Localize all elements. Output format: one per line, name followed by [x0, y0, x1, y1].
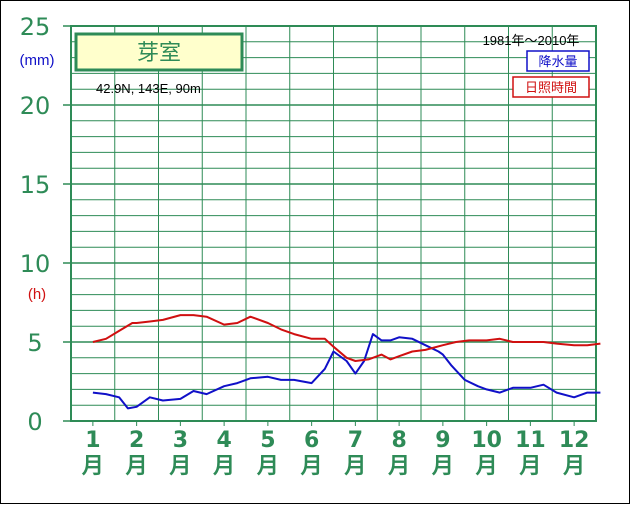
x-tick-label-suffix: 月 — [300, 454, 323, 479]
x-tick-label: 9 — [435, 428, 450, 453]
period-label: 1981年～2010年 — [483, 33, 580, 48]
x-tick-label-suffix: 月 — [562, 454, 585, 479]
x-tick-label-suffix: 月 — [125, 454, 148, 479]
y-tick-label: 15 — [20, 171, 51, 199]
precip-series-line — [92, 333, 601, 410]
x-tick-label-suffix: 月 — [256, 454, 279, 479]
x-tick-label: 6 — [304, 428, 319, 453]
legend-label-precip: 降水量 — [538, 55, 577, 70]
x-tick-label: 7 — [348, 428, 363, 453]
y-tick-label: 0 — [27, 408, 42, 436]
y-tick-label: 20 — [20, 92, 51, 120]
x-tick-label: 5 — [260, 428, 275, 453]
y-tick-label: 10 — [20, 250, 51, 278]
x-tick-label-suffix: 月 — [387, 454, 410, 479]
x-tick-label-suffix: 月 — [168, 454, 191, 479]
x-tick-label-suffix: 月 — [343, 454, 366, 479]
x-tick-label: 8 — [391, 428, 406, 453]
y-tick-label: 25 — [20, 13, 51, 41]
series — [92, 314, 601, 410]
x-tick-label: 3 — [173, 428, 188, 453]
sunshine-unit-label: (h) — [28, 286, 46, 303]
sunshine-series-line — [92, 314, 601, 362]
grid — [63, 25, 597, 426]
legend-sunshine: 日照時間 — [512, 76, 590, 98]
x-tick-label-suffix: 月 — [518, 454, 541, 479]
precip-unit-label: (mm) — [20, 52, 55, 69]
x-tick-label-suffix: 月 — [431, 454, 454, 479]
y-tick-label: 5 — [27, 329, 42, 357]
legend-precip: 降水量 — [526, 50, 590, 72]
axis-labels: 0510152025(mm)(h)1月2月3月4月5月6月7月8月9月10月11… — [20, 13, 590, 479]
x-tick-label: 10 — [471, 428, 502, 453]
location-label: 42.9N, 143E, 90m — [96, 81, 201, 96]
x-tick-label: 2 — [129, 428, 144, 453]
legend-label-sunshine: 日照時間 — [525, 81, 577, 96]
title-box: 芽室 — [74, 32, 244, 72]
x-tick-label: 4 — [216, 428, 231, 453]
chart-title: 芽室 — [137, 41, 181, 66]
x-tick-label: 11 — [515, 428, 546, 453]
x-tick-label: 1 — [85, 428, 100, 453]
x-tick-label-suffix: 月 — [212, 454, 235, 479]
x-tick-label: 12 — [559, 428, 590, 453]
x-tick-label-suffix: 月 — [475, 454, 498, 479]
x-tick-label-suffix: 月 — [81, 454, 104, 479]
